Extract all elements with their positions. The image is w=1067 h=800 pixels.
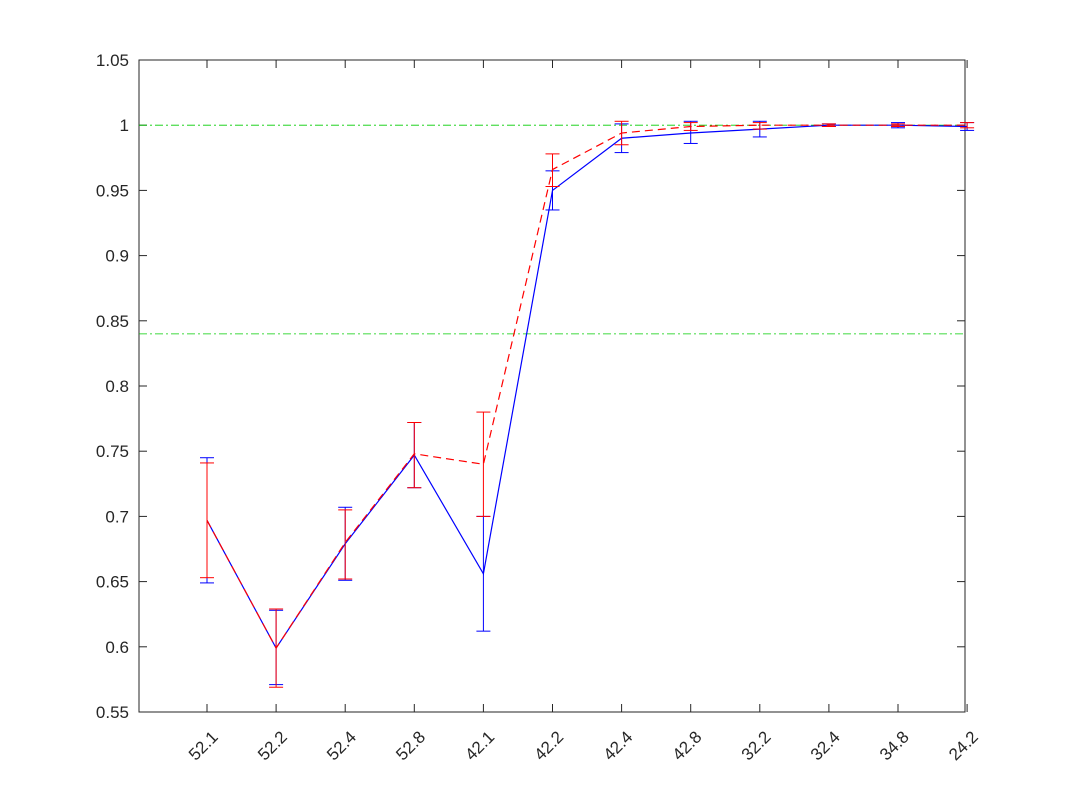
y-tick-label: 1.05 (96, 51, 129, 70)
x-tick-label: 52.4 (323, 727, 360, 764)
y-tick-label: 0.65 (96, 573, 129, 592)
x-tick-label: 24.2 (945, 727, 982, 764)
x-tick-label: 32.4 (807, 727, 844, 764)
x-tick-label: 34.8 (876, 727, 913, 764)
x-tick-label: 42.4 (600, 727, 637, 764)
y-tick-label: 0.85 (96, 312, 129, 331)
x-tick-label: 32.2 (738, 727, 775, 764)
x-tick-label: 52.2 (254, 727, 291, 764)
x-tick-label: 52.1 (185, 727, 222, 764)
y-tick-label: 0.95 (96, 181, 129, 200)
y-tick-label: 0.6 (105, 638, 129, 657)
y-tick-label: 1 (120, 116, 129, 135)
y-tick-label: 0.7 (105, 507, 129, 526)
y-tick-label: 0.9 (105, 247, 129, 266)
y-tick-label: 0.55 (96, 703, 129, 722)
x-tick-label: 52.8 (392, 727, 429, 764)
x-tick-label: 42.8 (669, 727, 706, 764)
x-tick-label: 42.2 (530, 727, 567, 764)
series-line (206, 124, 968, 650)
y-tick-label: 0.75 (96, 442, 129, 461)
y-tick-label: 0.8 (105, 377, 129, 396)
x-tick-label: 42.1 (461, 727, 498, 764)
